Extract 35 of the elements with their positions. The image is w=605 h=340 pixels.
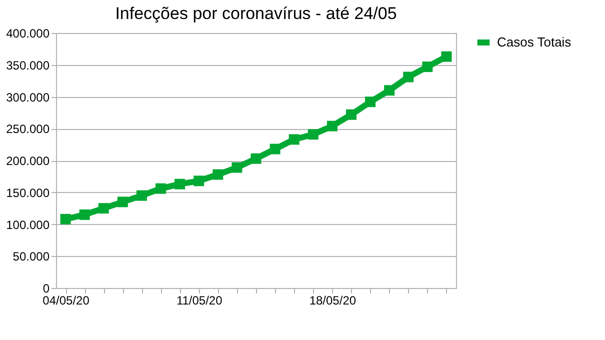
y-tick-label: 50.000: [12, 250, 50, 264]
point: [403, 72, 414, 82]
point: [250, 153, 262, 164]
point: [156, 183, 166, 194]
point: [136, 190, 147, 201]
point: [117, 196, 128, 208]
y-tick-label: 400.000: [6, 26, 50, 40]
point: [194, 176, 204, 186]
legend-label: Casos Totais: [497, 34, 572, 50]
x-tick-label: 18/05/20: [309, 294, 356, 308]
point: [441, 51, 452, 62]
chart-title: Infecções por coronavírus - até 24/05: [115, 4, 397, 23]
y-tick-label: 350.000: [6, 58, 50, 72]
y-tick-label: 0: [42, 282, 50, 296]
point: [174, 178, 186, 190]
point: [60, 214, 71, 224]
point: [346, 109, 356, 120]
point: [98, 203, 109, 214]
x-tick-label: 11/05/20: [176, 294, 223, 308]
point: [308, 129, 318, 140]
point: [212, 169, 224, 180]
y-tick-label: 300.000: [6, 90, 50, 104]
point: [326, 120, 338, 132]
point: [384, 85, 395, 96]
point: [232, 162, 242, 173]
point: [288, 134, 300, 145]
x-tick-label: 04/05/20: [42, 294, 90, 308]
y-tick-label: 150.000: [6, 186, 50, 200]
point: [79, 209, 90, 220]
y-tick-label: 100.000: [6, 218, 50, 232]
point: [422, 62, 433, 72]
point: [270, 144, 280, 154]
y-tick-label: 200.000: [6, 154, 50, 168]
y-tick-label: 250.000: [6, 122, 50, 136]
point: [365, 96, 376, 108]
